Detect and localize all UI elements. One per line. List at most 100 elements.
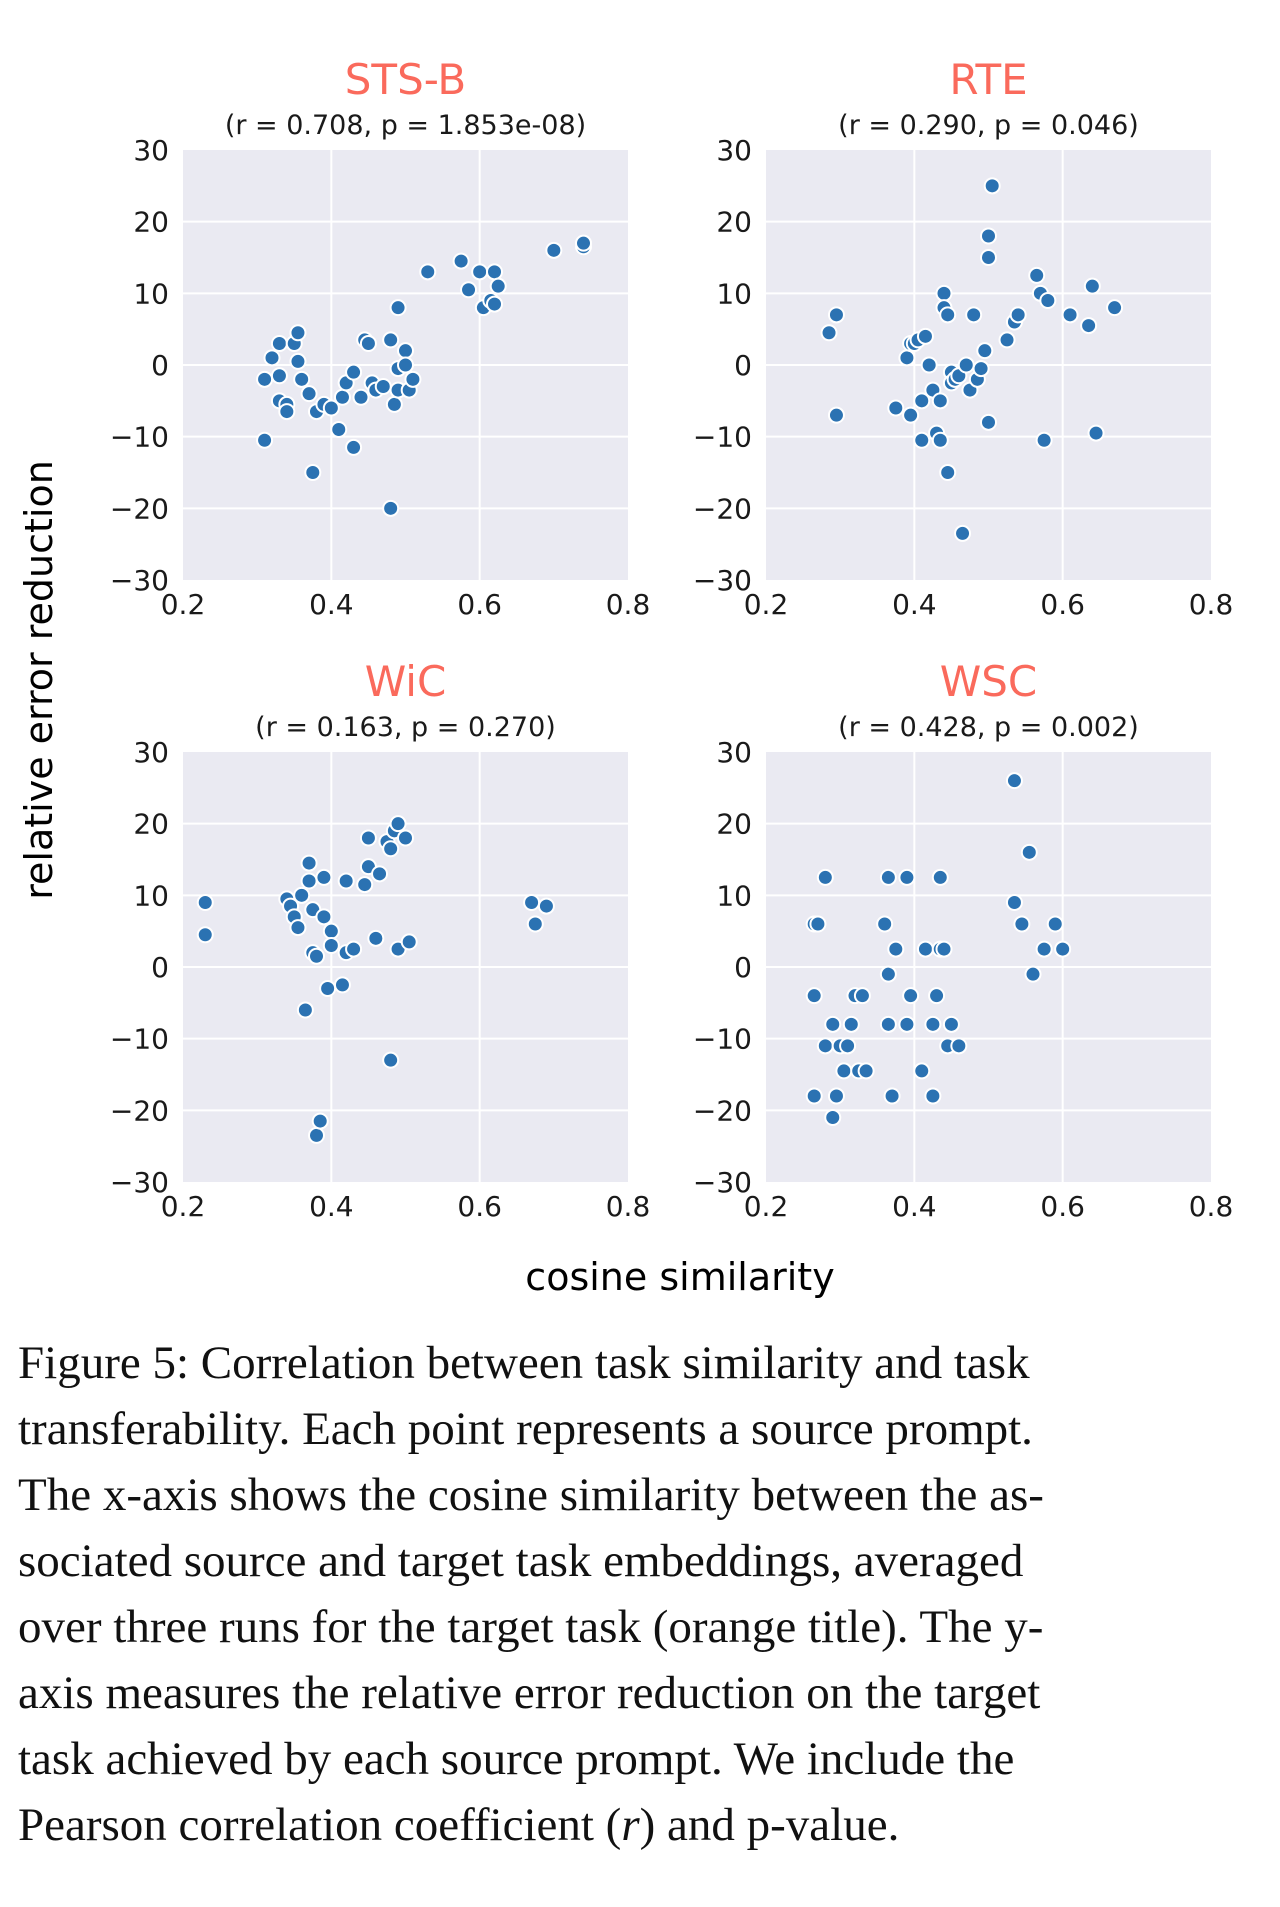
panel-subtitle: (r = 0.163, p = 0.270) <box>255 712 556 743</box>
panel-title: WiC <box>365 657 447 706</box>
data-point <box>935 284 953 302</box>
data-point <box>575 234 592 252</box>
x-tick-label: 0.8 <box>606 588 651 621</box>
data-point <box>322 937 340 954</box>
data-point <box>965 306 983 324</box>
data-point <box>308 947 325 965</box>
data-point <box>1039 292 1057 309</box>
data-point <box>300 872 318 890</box>
panel-title: STS-B <box>345 55 466 104</box>
data-point <box>263 349 281 367</box>
data-point <box>371 865 389 883</box>
data-point <box>931 868 949 886</box>
caption-line: over three runs for the target task (ora… <box>18 1601 1044 1653</box>
y-tick-label: 10 <box>716 277 752 310</box>
y-tick-label: 10 <box>716 879 752 912</box>
data-point <box>308 1126 325 1144</box>
y-tick-label: 0 <box>151 349 169 382</box>
panel-subtitle: (r = 0.708, p = 1.853e-08) <box>225 110 586 141</box>
y-tick-label: −30 <box>693 1166 752 1199</box>
y-tick-label: −10 <box>110 421 169 454</box>
panel-subtitle: (r = 0.428, p = 0.002) <box>838 712 1139 743</box>
data-point <box>385 395 403 413</box>
y-tick-label: −30 <box>110 564 169 597</box>
data-point <box>397 356 414 374</box>
data-point <box>980 249 997 266</box>
shared-xlabel: cosine similarity <box>525 1255 834 1299</box>
data-point <box>824 1015 842 1033</box>
data-point <box>333 976 351 994</box>
data-point <box>805 1087 823 1105</box>
data-point <box>1024 965 1042 983</box>
data-point <box>835 1062 853 1080</box>
data-point <box>1046 915 1064 933</box>
y-tick-label: 30 <box>716 134 752 167</box>
data-point <box>333 388 351 406</box>
data-point <box>976 342 994 360</box>
caption-r-symbol: r <box>621 1799 640 1851</box>
data-point <box>256 431 274 449</box>
data-point <box>939 306 957 324</box>
data-point <box>289 919 307 937</box>
data-point <box>980 413 997 431</box>
x-tick-label: 0.6 <box>1040 1190 1085 1223</box>
x-tick-label: 0.2 <box>744 1190 789 1223</box>
data-point <box>545 241 563 259</box>
data-point <box>1005 894 1023 911</box>
shared-ylabel: relative error reduction <box>17 460 61 900</box>
data-point <box>805 987 823 1005</box>
data-point <box>950 1037 968 1055</box>
x-tick-label: 0.2 <box>744 588 789 621</box>
figure-caption: Figure 5: Correlation between task simil… <box>18 1330 1266 1858</box>
caption-line: Pearson correlation coefficient (r) and … <box>18 1792 1266 1858</box>
data-point <box>913 431 931 449</box>
data-point <box>809 915 827 933</box>
data-point <box>270 367 288 385</box>
data-point <box>853 987 871 1005</box>
data-point <box>293 886 311 904</box>
data-point <box>196 926 214 944</box>
data-point <box>902 987 920 1005</box>
data-point <box>898 1015 916 1033</box>
data-point <box>879 1015 897 1033</box>
data-point <box>928 987 946 1005</box>
caption-line: Figure 5: Correlation between task simil… <box>18 1337 1030 1389</box>
data-point <box>304 464 322 481</box>
y-tick-label: 0 <box>734 349 752 382</box>
data-point <box>957 356 975 374</box>
data-point <box>367 929 385 947</box>
caption-text: ) and p-value. <box>639 1799 900 1851</box>
data-point <box>902 406 920 424</box>
data-point <box>356 876 374 894</box>
y-tick-label: 30 <box>716 736 752 769</box>
data-point <box>879 965 897 983</box>
data-point <box>382 840 400 858</box>
data-point <box>816 1037 834 1055</box>
data-point <box>916 327 934 345</box>
y-tick-label: 20 <box>716 808 752 841</box>
x-tick-label: 0.6 <box>457 1190 502 1223</box>
data-point <box>916 940 934 958</box>
data-point <box>1035 431 1053 449</box>
caption-line: The x-axis shows the cosine similarity b… <box>18 1469 1044 1521</box>
data-point <box>526 915 544 933</box>
data-point <box>300 854 318 872</box>
data-point <box>1106 299 1124 317</box>
data-point <box>322 399 340 417</box>
data-point <box>523 894 541 911</box>
data-point <box>954 524 972 542</box>
y-tick-label: −20 <box>110 492 169 525</box>
y-tick-label: 10 <box>133 879 169 912</box>
data-point <box>1020 843 1038 861</box>
data-point <box>486 263 503 281</box>
data-point <box>352 388 370 406</box>
data-point <box>887 399 905 417</box>
data-point <box>827 1087 845 1105</box>
data-point <box>1061 306 1079 324</box>
data-point <box>389 815 407 833</box>
caption-line: transferability. Each point represents a… <box>18 1403 1033 1455</box>
data-point <box>1054 940 1072 958</box>
data-point <box>827 406 845 424</box>
x-tick-label: 0.6 <box>1040 588 1085 621</box>
data-point <box>330 421 348 438</box>
